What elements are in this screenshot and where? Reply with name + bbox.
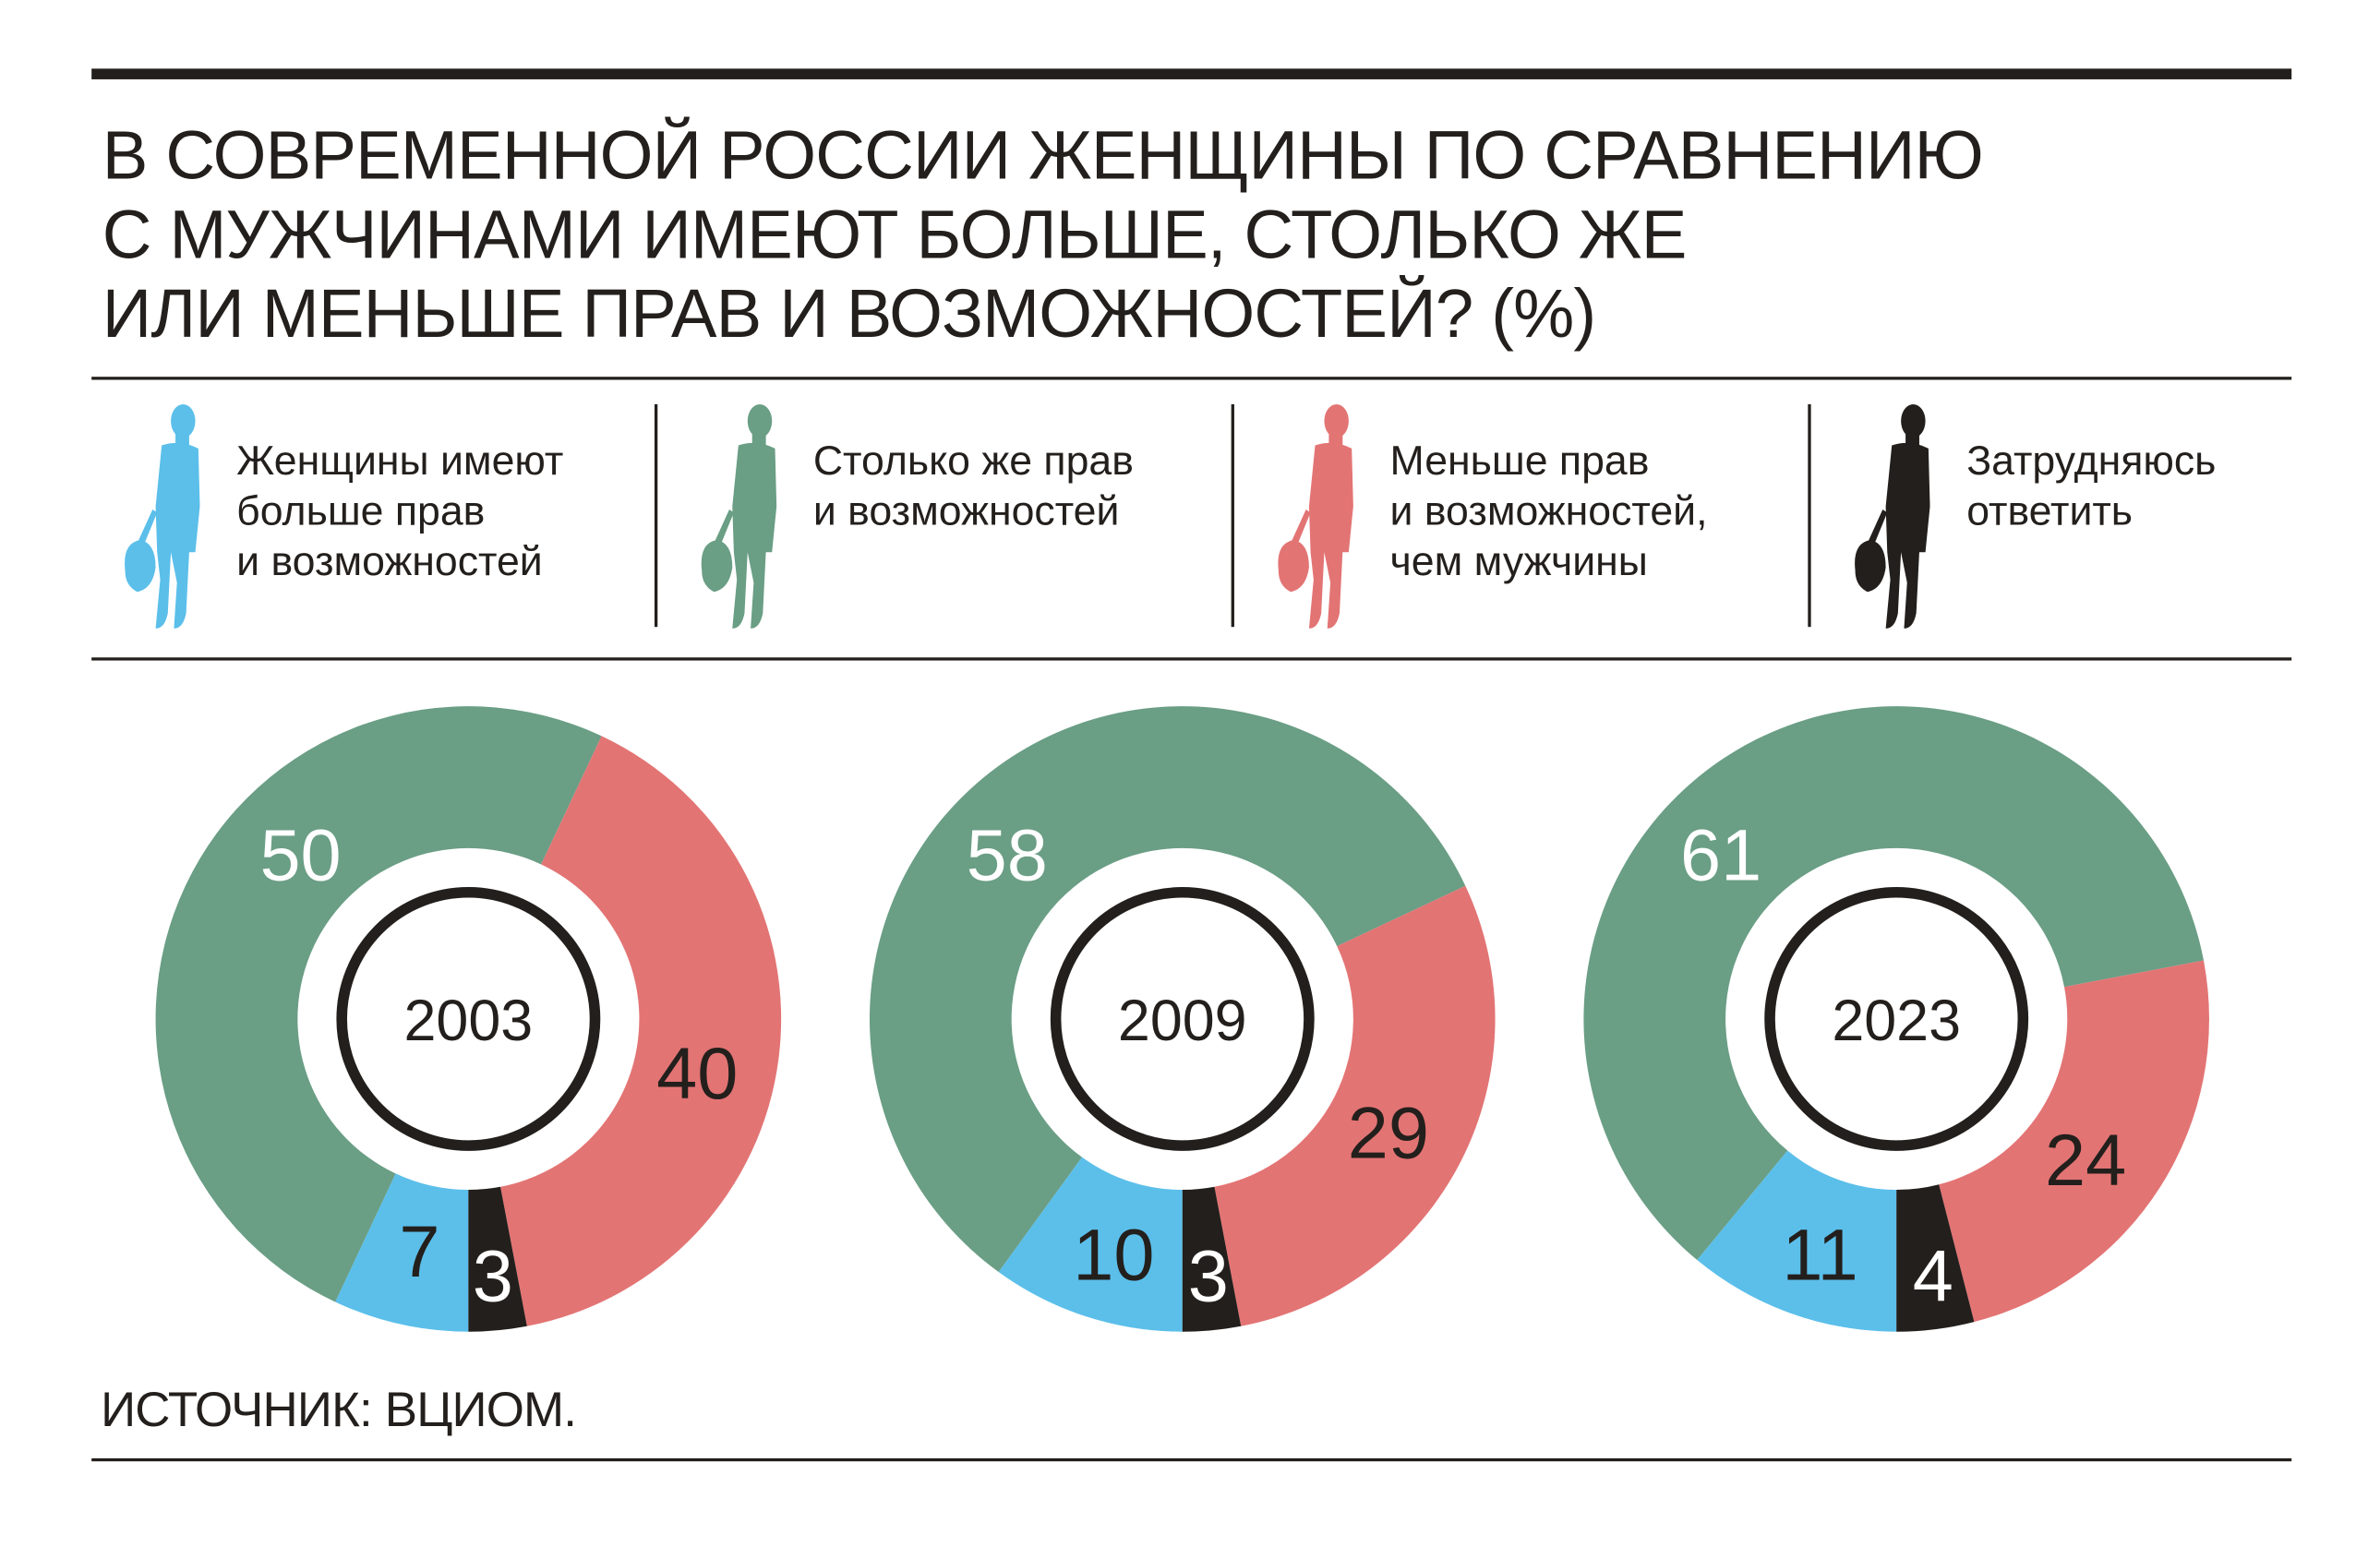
donut-segment (1896, 1184, 1975, 1332)
legend-separator (1808, 403, 1811, 628)
divider (91, 657, 2292, 661)
woman-silhouette-icon (1855, 403, 1930, 629)
donut-segment (468, 1186, 527, 1332)
legend-label-line: ответить (1966, 487, 2134, 534)
donut-segment (1697, 1150, 1897, 1332)
legend-label-line: Столько же прав (812, 438, 1134, 484)
data-label: 24 (2045, 1119, 2126, 1201)
title-line: С МУЖЧИНАМИ ИМЕЮТ БОЛЬШЕ, СТОЛЬКО ЖЕ (102, 195, 1688, 273)
donut-segment (1939, 960, 2209, 1323)
legend-label-line: и возможностей (236, 538, 543, 584)
bottom-rule (91, 1457, 2292, 1462)
year-ring (1050, 886, 1315, 1151)
data-label: 29 (1348, 1091, 1429, 1173)
legend-label-line: Меньше прав (1389, 438, 1650, 484)
title-line: В СОВРЕМЕННОЙ РОССИИ ЖЕНЩИНЫ ПО СРАВНЕНИ… (102, 115, 1984, 194)
legend-label-line: больше прав (236, 487, 486, 534)
data-label: 4 (1913, 1235, 1953, 1317)
chart-year-label: 2023 (1832, 989, 1961, 1053)
donut-segment (155, 706, 602, 1302)
donut-segment (500, 736, 782, 1326)
legend-label: Затрудняюсь ответить (1966, 437, 2216, 537)
legend-separator (654, 403, 658, 628)
donut-segment (998, 1157, 1183, 1332)
divider (91, 377, 2292, 380)
donut-segment (869, 706, 1466, 1273)
data-label: 7 (399, 1210, 439, 1292)
woman-silhouette-icon (1278, 403, 1353, 629)
legend-label-line: чем мужчины (1389, 538, 1648, 584)
donut-segment (1583, 706, 2204, 1260)
title-line: ИЛИ МЕНЬШЕ ПРАВ И ВОЗМОЖНОСТЕЙ? (%) (102, 274, 1596, 353)
legend-label-line: и возможностей (812, 487, 1120, 534)
legend-label: Меньше прав и возможностей, чем мужчины (1390, 437, 1708, 588)
legend-label-line: и возможностей, (1389, 487, 1708, 534)
chart-year-label: 2003 (404, 989, 534, 1053)
year-ring (1764, 886, 2029, 1151)
top-rule (91, 68, 2292, 79)
donut-charts: 2003 7 50 40 3 2009 10 58 29 3 2023 11 61 24 4 (155, 706, 2209, 1332)
woman-silhouette-icon (125, 403, 200, 629)
source-note: ИСТОЧНИК: ВЦИОМ. (101, 1382, 577, 1437)
legend-separator (1231, 403, 1234, 628)
woman-silhouette-icon (701, 403, 777, 629)
legend-label: Женщины имеют больше прав и возможностей (236, 437, 563, 588)
data-label: 61 (1680, 814, 1761, 896)
data-label: 3 (1188, 1235, 1229, 1317)
donut-segment (1182, 1186, 1242, 1332)
legend-label-line: Женщины имеют (236, 438, 564, 484)
chart-year-label: 2009 (1118, 989, 1247, 1053)
data-label: 10 (1073, 1214, 1154, 1296)
data-label: 40 (656, 1032, 738, 1114)
year-ring (336, 886, 601, 1151)
data-label: 50 (259, 814, 341, 896)
legend-label: Столько же прав и возможностей (813, 437, 1134, 537)
data-label: 3 (473, 1235, 513, 1317)
data-label: 58 (967, 814, 1048, 896)
page-title: В СОВРЕМЕННОЙ РОССИИ ЖЕНЩИНЫ ПО СРАВНЕНИ… (102, 115, 1984, 354)
legend-label-line: Затрудняюсь (1966, 438, 2217, 484)
data-label: 11 (1782, 1214, 1857, 1296)
donut-segment (335, 1173, 469, 1332)
donut-segment (1214, 885, 1496, 1326)
